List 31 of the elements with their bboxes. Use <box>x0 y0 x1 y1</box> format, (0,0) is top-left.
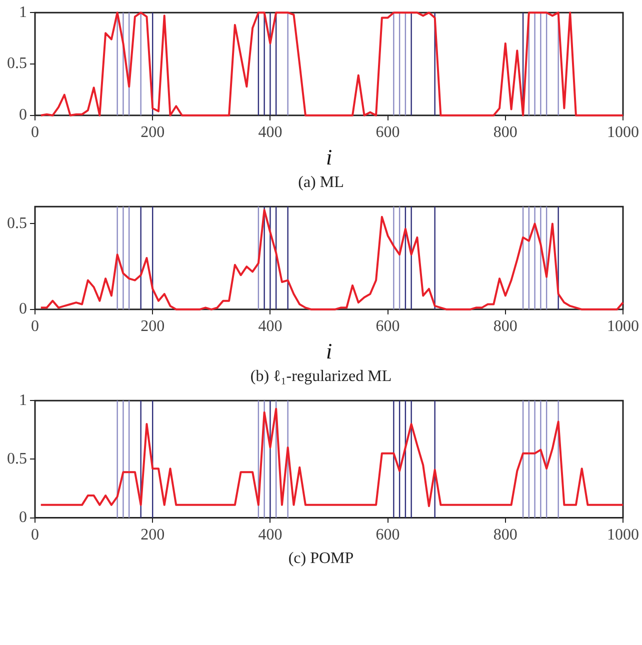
x-tick-label: 400 <box>258 318 282 336</box>
x-tick-label: 400 <box>258 124 282 142</box>
x-tick-label: 800 <box>493 526 518 544</box>
text: (b) ℓ₁-regularized ML <box>249 367 393 387</box>
x-tick-label: 200 <box>140 526 165 544</box>
x-tick-label: 0 <box>31 124 39 142</box>
x-tick-label: 200 <box>140 124 165 142</box>
y-tick-label: 0 <box>19 106 27 124</box>
x-tick-label: 600 <box>376 318 400 336</box>
x-tick-label: 600 <box>376 124 400 142</box>
x-tick-label: 800 <box>493 318 518 336</box>
x-tick-label: 200 <box>140 318 165 336</box>
x-axis-title: i <box>326 144 332 170</box>
y-tick-label: 1 <box>19 4 27 21</box>
y-tick-label: 0 <box>19 300 27 318</box>
x-tick-label: 800 <box>493 124 518 142</box>
y-tick-label: 0.5 <box>7 55 27 72</box>
x-tick-label: 600 <box>376 526 400 544</box>
y-tick-label: 0.5 <box>7 450 27 468</box>
x-tick-label: 1000 <box>607 318 639 336</box>
x-tick-label: 1000 <box>607 526 639 544</box>
y-tick-label: 0.5 <box>7 214 27 232</box>
text: (a) ML <box>297 173 345 193</box>
y-tick-label: 1 <box>19 392 27 409</box>
x-axis-title: i <box>326 338 332 364</box>
x-tick-label: 0 <box>31 318 39 336</box>
text: (c) POMP <box>287 549 355 569</box>
x-tick-label: 1000 <box>607 124 639 142</box>
y-tick-label: 0 <box>19 509 27 526</box>
x-tick-label: 400 <box>258 526 282 544</box>
x-tick-label: 0 <box>31 526 39 544</box>
